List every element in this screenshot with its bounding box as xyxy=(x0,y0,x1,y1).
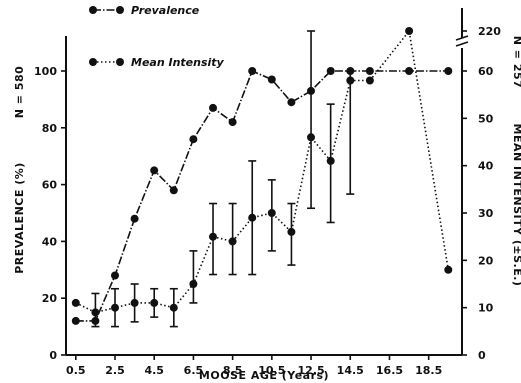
intensity-point xyxy=(130,298,139,307)
intensity-point xyxy=(444,265,453,274)
right-y-tick-label: 30 xyxy=(478,207,494,220)
left-y-tick-label: 20 xyxy=(42,292,58,305)
prevalence-point xyxy=(326,67,335,75)
x-tick-label: 4.5 xyxy=(144,364,164,377)
legend-prevalence-label: Prevalence xyxy=(131,4,200,17)
legend-prevalence-swatch xyxy=(89,6,124,14)
x-tick-label: 6.5 xyxy=(184,364,204,377)
legend-intensity-swatch xyxy=(89,58,124,66)
intensity-point xyxy=(111,303,119,312)
intensity-point xyxy=(248,213,257,222)
left-y-tick-label: 40 xyxy=(42,235,58,248)
intensity-point xyxy=(307,133,315,142)
prevalence-point xyxy=(365,67,374,75)
prevalence-point xyxy=(267,75,276,84)
prevalence-point xyxy=(209,103,217,112)
intensity-point xyxy=(91,308,100,317)
prevalence-point xyxy=(405,67,414,75)
left-y-axis-title: PREVALENCE (%) xyxy=(13,162,26,274)
left-sample-size: N = 580 xyxy=(13,66,26,119)
x-tick-label: 2.5 xyxy=(105,364,125,377)
prevalence-point xyxy=(71,316,80,325)
legend-intensity-label: Mean Intensity xyxy=(131,56,225,69)
intensity-point xyxy=(228,237,237,246)
axis-break-icon xyxy=(455,35,469,47)
intensity-point xyxy=(189,280,198,288)
x-tick-label: 18.5 xyxy=(415,364,442,377)
right-y-tick-label: 10 xyxy=(478,302,494,315)
prevalence-point xyxy=(169,186,178,195)
intensity-point xyxy=(365,76,374,85)
intensity-point xyxy=(150,298,159,307)
right-y-tick-label: 0 xyxy=(478,349,486,362)
left-y-tick-label: 60 xyxy=(42,179,58,192)
left-y-tick-label: 100 xyxy=(34,65,57,78)
left-y-tick-label: 0 xyxy=(49,349,57,362)
prevalence-point xyxy=(111,271,119,280)
intensity-point xyxy=(267,209,276,217)
prevalence-point xyxy=(189,135,198,144)
prevalence-point xyxy=(150,166,159,175)
prevalence-point xyxy=(228,118,237,127)
x-tick-label: 8.5 xyxy=(223,364,243,377)
right-y-tick-label: 40 xyxy=(478,160,494,173)
x-tick-label: 0.5 xyxy=(66,364,86,377)
x-tick-label: 12.5 xyxy=(297,364,324,377)
right-break-tick-label: 220 xyxy=(478,25,501,38)
intensity-point xyxy=(346,76,355,85)
right-y-tick-label: 50 xyxy=(478,112,494,125)
intensity-point xyxy=(169,303,178,312)
intensity-point xyxy=(71,298,80,307)
intensity-point xyxy=(209,232,217,241)
intensity-line xyxy=(75,29,450,314)
x-axis-title: MOOSE AGE (Years) xyxy=(199,369,329,382)
prevalence-point xyxy=(130,214,139,223)
prevalence-point xyxy=(248,67,257,75)
x-tick-label: 14.5 xyxy=(337,364,364,377)
intensity-point xyxy=(326,156,335,165)
right-y-tick-label: 20 xyxy=(478,254,494,267)
intensity-point xyxy=(405,27,414,35)
x-tick-label: 10.5 xyxy=(258,364,285,377)
right-sample-size: N = 257 xyxy=(511,36,521,89)
right-y-tick-label: 60 xyxy=(478,65,494,78)
prevalence-point xyxy=(287,98,296,107)
legend: Prevalence Mean Intensity xyxy=(89,4,225,69)
prevalence-point xyxy=(444,67,453,75)
right-y-axis-title: MEAN INTENSITY (±S.E.) xyxy=(511,124,521,287)
left-y-tick-label: 80 xyxy=(42,122,58,135)
intensity-point xyxy=(287,227,296,236)
x-tick-label: 16.5 xyxy=(376,364,403,377)
